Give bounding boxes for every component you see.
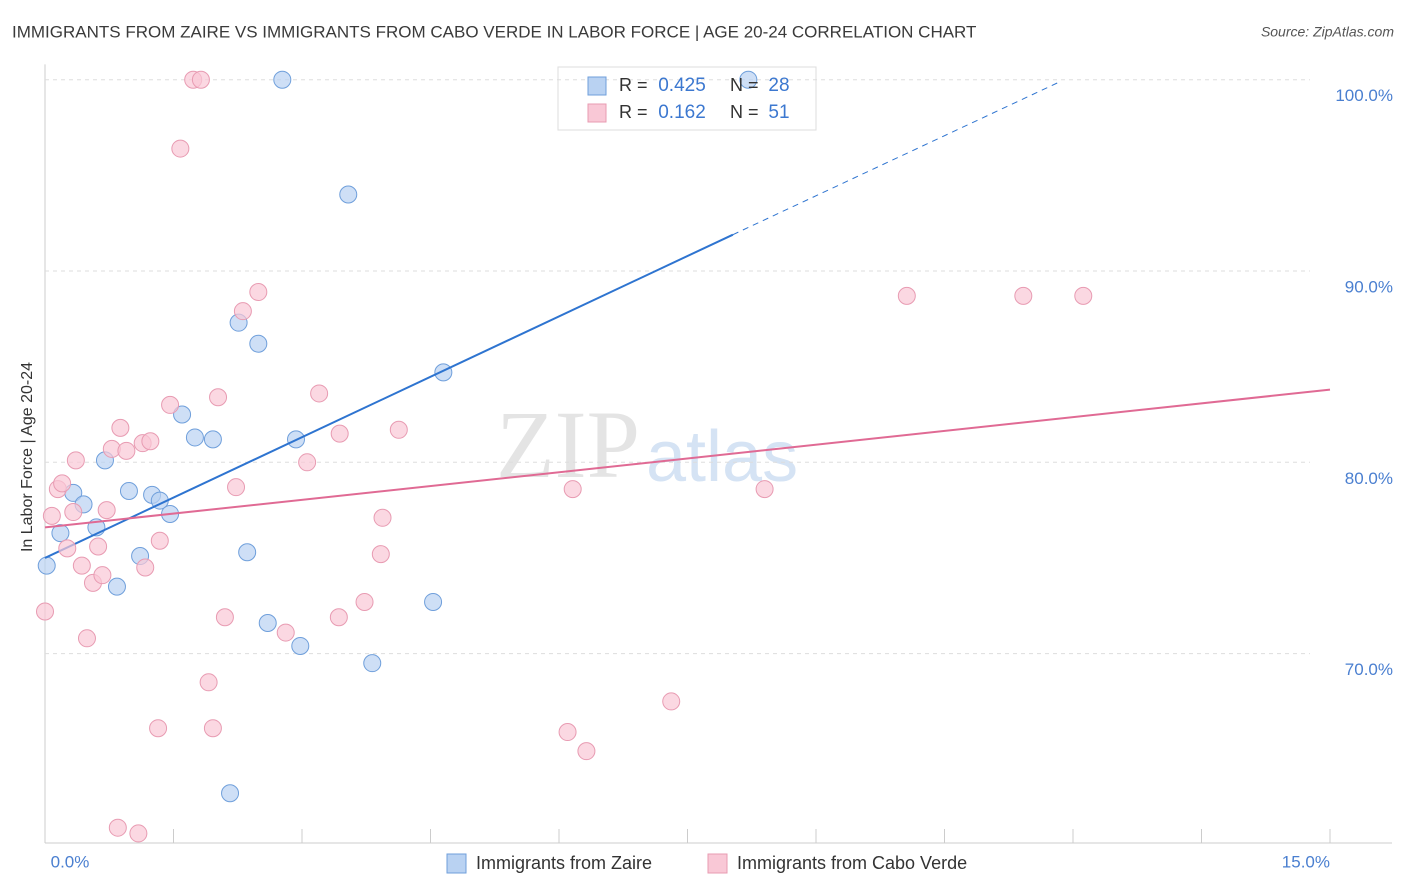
point [72,556,91,575]
point [64,503,83,522]
point [97,501,116,520]
legend-swatch [707,853,728,874]
point [215,608,234,627]
point [897,286,916,305]
point [119,482,138,501]
point [424,592,443,611]
point [111,418,130,437]
point [577,742,596,761]
point [93,566,112,585]
point [161,395,180,414]
point [149,719,168,738]
point [298,453,317,472]
point [89,537,108,556]
point [258,614,277,633]
watermark: atlas [646,417,798,497]
point [238,543,257,562]
trend-line [44,388,1331,529]
point [66,451,85,470]
legend-n-label: N = [730,102,759,122]
legend-n-value: 51 [768,102,789,123]
point [273,70,292,89]
point [77,629,96,648]
legend-n-value: 28 [768,75,789,96]
legend-swatch [587,103,607,123]
point [185,428,204,447]
legend-r-value: 0.425 [658,75,706,96]
trend-line [44,233,734,559]
point [739,70,758,89]
source: Source: ZipAtlas.com [1261,24,1394,40]
point [36,602,54,621]
y-tick-label: 100.0% [1335,86,1393,105]
point [291,636,310,655]
point [662,692,681,711]
point [150,531,169,550]
point [558,723,577,742]
y-tick-label: 70.0% [1345,660,1393,679]
x-tick-label: 15.0% [1282,852,1330,871]
point [233,302,252,321]
point [755,480,774,499]
x-tick-label: 0.0% [51,852,90,871]
point [371,545,390,564]
legend-r-label: R = [619,75,648,95]
point [330,424,349,443]
point [117,441,136,460]
point [173,405,192,424]
point [171,139,190,158]
point [136,558,155,577]
legend-r-label: R = [619,102,648,122]
point [249,334,268,353]
point [107,577,126,596]
point [37,556,56,575]
point [42,506,61,525]
legend-n-label: N = [730,75,759,95]
point [339,185,358,204]
point [249,283,268,302]
point [209,388,228,407]
point [363,654,382,673]
point [203,430,222,449]
chart-title: IMMIGRANTS FROM ZAIRE VS IMMIGRANTS FROM… [12,22,976,41]
point [53,474,72,493]
point [1074,286,1093,305]
trend-extension [732,81,1061,236]
point [191,70,210,89]
legend-swatch [587,76,607,96]
y-axis-label: In Labor Force | Age 20-24 [19,362,36,552]
point [329,608,348,627]
point [276,623,295,642]
point [310,384,329,403]
legend-r-value: 0.162 [658,102,706,123]
legend-label: Immigrants from Zaire [476,853,652,873]
point [203,719,222,738]
point [141,432,160,451]
point [51,524,70,543]
y-tick-label: 80.0% [1345,469,1393,488]
legend-swatch [446,853,467,874]
point [355,592,374,611]
point [221,784,240,803]
point [129,824,148,843]
point [227,478,246,497]
watermark: ZIP [496,391,640,498]
legend-label: Immigrants from Cabo Verde [737,853,967,873]
point [108,818,127,837]
point [434,363,453,382]
point [58,539,77,558]
y-tick-label: 90.0% [1345,277,1393,296]
point [1014,286,1033,305]
point [373,508,392,527]
point [389,420,408,439]
point [199,673,218,692]
point [563,480,582,499]
